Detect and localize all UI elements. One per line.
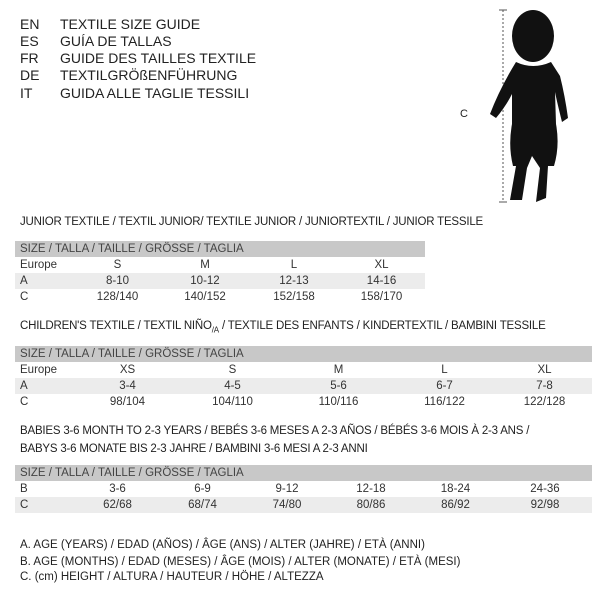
- lang-title: TEXTILGRÖßENFÜHRUNG: [60, 67, 238, 83]
- legend-b: B. AGE (MONTHS) / EDAD (MESES) / ÂGE (MO…: [20, 556, 461, 568]
- row-label: C: [20, 396, 29, 408]
- table-row: C 128/140 140/152 152/158 158/170: [15, 289, 425, 305]
- cell: 24-36: [530, 483, 560, 495]
- cell: 14-16: [338, 273, 426, 289]
- lang-code: IT: [20, 85, 33, 101]
- cell: XL: [374, 259, 389, 271]
- cell: 122/128: [523, 396, 566, 408]
- language-line-fr: FR GUIDE DES TAILLES TEXTILE: [20, 50, 256, 67]
- lang-code: EN: [20, 16, 40, 32]
- cell: L: [290, 259, 298, 271]
- legend-a: A. AGE (YEARS) / EDAD (AÑOS) / ÂGE (ANS)…: [20, 539, 425, 551]
- cell: 128/140: [96, 291, 139, 303]
- cell: 86/92: [413, 497, 498, 513]
- cell: S: [228, 364, 237, 376]
- cell: 158/170: [360, 291, 403, 303]
- babies-title-line2: BABYS 3-6 MONATE BIS 2-3 JAHRE / BAMBINI…: [20, 443, 368, 455]
- children-section-title: CHILDREN'S TEXTILE / TEXTIL NIÑO/A / TEX…: [20, 320, 546, 334]
- cell: 74/80: [245, 497, 329, 513]
- cell: 10-12: [160, 273, 250, 289]
- cell: 110/116: [318, 396, 359, 408]
- table-header: SIZE / TALLA / TAILLE / GRÖSSE / TAGLIA: [15, 241, 426, 257]
- table-header: SIZE / TALLA / TAILLE / GRÖSSE / TAGLIA: [15, 465, 592, 481]
- cell: 98/104: [109, 396, 146, 408]
- cell: M: [333, 364, 344, 376]
- language-line-it: IT GUIDA ALLE TAGLIE TESSILI: [20, 85, 249, 102]
- row-label: B: [20, 483, 28, 495]
- cell: 9-12: [275, 483, 299, 495]
- legend-c: C. (cm) HEIGHT / ALTURA / HAUTEUR / HÖHE…: [20, 571, 324, 583]
- row-label: A: [15, 378, 75, 394]
- lang-code: ES: [20, 33, 39, 49]
- title-sub: /A: [211, 325, 219, 335]
- table-header-row: SIZE / TALLA / TAILLE / GRÖSSE / TAGLIA: [15, 241, 426, 257]
- table-row: C 98/104 104/110 110/116 116/122 122/128: [15, 394, 592, 410]
- cell: 5-6: [285, 378, 392, 394]
- cell: 12-18: [356, 483, 386, 495]
- children-size-table: SIZE / TALLA / TAILLE / GRÖSSE / TAGLIA …: [15, 346, 593, 410]
- row-label: Europe: [20, 259, 58, 271]
- language-line-en: EN TEXTILE SIZE GUIDE: [20, 16, 200, 33]
- table-row: Europe S M L XL: [15, 257, 425, 273]
- cell: 68/74: [160, 497, 245, 513]
- row-label: A: [15, 273, 75, 289]
- lang-title: GUIDA ALLE TAGLIE TESSILI: [60, 85, 250, 101]
- babies-size-table: SIZE / TALLA / TAILLE / GRÖSSE / TAGLIA …: [15, 465, 592, 513]
- table-row: A 8-10 10-12 12-13 14-16: [15, 273, 426, 289]
- cell: XL: [537, 364, 552, 376]
- language-line-de: DE TEXTILGRÖßENFÜHRUNG: [20, 67, 237, 84]
- babies-title-line1: BABIES 3-6 MONTH TO 2-3 YEARS / BEBÉS 3-…: [20, 425, 530, 437]
- cell: L: [441, 364, 448, 376]
- table-row: C 62/68 68/74 74/80 80/86 86/92 92/98: [15, 497, 592, 513]
- table-row: A 3-4 4-5 5-6 6-7 7-8: [15, 378, 593, 394]
- table-row: Europe XS S M L XL: [15, 362, 592, 378]
- cell: 140/152: [184, 291, 226, 303]
- cell: 4-5: [180, 378, 285, 394]
- lang-code: DE: [20, 67, 40, 83]
- child-height-figure: C: [440, 6, 590, 206]
- cell: 6-7: [392, 378, 497, 394]
- table-header: SIZE / TALLA / TAILLE / GRÖSSE / TAGLIA: [15, 346, 593, 362]
- lang-code: FR: [20, 50, 39, 66]
- lang-title: GUIDE DES TAILLES TEXTILE: [60, 50, 257, 66]
- title-rest: / TEXTILE DES ENFANTS / KINDERTEXTIL / B…: [218, 320, 546, 332]
- child-silhouette-icon: [490, 9, 568, 203]
- table-row: B 3-6 6-9 9-12 12-18 18-24 24-36: [15, 481, 592, 497]
- lang-title: GUÍA DE TALLAS: [60, 33, 172, 49]
- cell: 8-10: [75, 273, 160, 289]
- cell: 152/158: [273, 291, 315, 303]
- title-main: CHILDREN'S TEXTILE / TEXTIL NIÑO: [20, 320, 212, 332]
- cell: 92/98: [498, 497, 592, 513]
- cell: M: [200, 259, 210, 271]
- cell: 104/110: [212, 396, 253, 408]
- cell: 7-8: [497, 378, 593, 394]
- cell: 80/86: [329, 497, 413, 513]
- lang-title: TEXTILE SIZE GUIDE: [60, 16, 201, 32]
- cell: 3-6: [109, 483, 126, 495]
- cell: 6-9: [194, 483, 211, 495]
- cell: S: [113, 259, 122, 271]
- cell: 116/122: [424, 396, 465, 408]
- cell: 3-4: [75, 378, 180, 394]
- junior-size-table: SIZE / TALLA / TAILLE / GRÖSSE / TAGLIA …: [15, 241, 426, 305]
- height-label: C: [460, 108, 468, 120]
- cell: XS: [119, 364, 136, 376]
- row-label: Europe: [20, 364, 58, 376]
- row-label: C: [20, 291, 29, 303]
- cell: 12-13: [250, 273, 338, 289]
- cell: 18-24: [440, 483, 471, 495]
- row-label: C: [15, 497, 75, 513]
- junior-section-title: JUNIOR TEXTILE / TEXTIL JUNIOR/ TEXTILE …: [20, 216, 484, 228]
- cell: 62/68: [75, 497, 160, 513]
- language-line-es: ES GUÍA DE TALLAS: [20, 33, 172, 50]
